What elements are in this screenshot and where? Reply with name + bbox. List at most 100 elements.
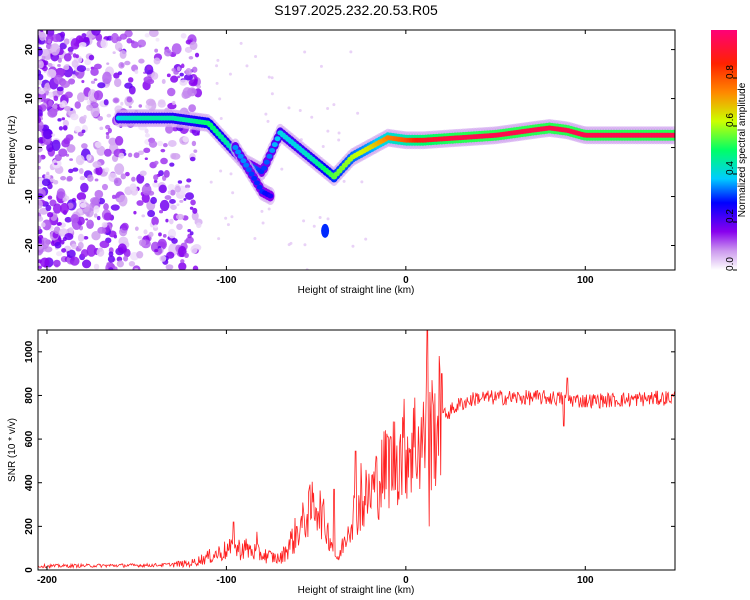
noise-cell [126, 96, 133, 103]
noise-cell [179, 79, 188, 86]
colorbar-scale [711, 30, 737, 270]
noise-cell [91, 230, 101, 241]
y-tick-label: 10 [24, 93, 35, 105]
noise-cell [57, 64, 61, 67]
noise-cell [41, 178, 51, 187]
noise-cell [61, 117, 66, 121]
noise-cell [254, 54, 258, 58]
noise-cell [337, 138, 341, 142]
noise-cell [219, 116, 223, 120]
noise-cell [86, 99, 91, 105]
noise-cell [218, 97, 222, 101]
noise-cell [157, 100, 166, 108]
noise-cell [114, 78, 122, 88]
noise-cell [107, 255, 115, 263]
noise-cell [66, 249, 76, 259]
noise-cell [87, 174, 94, 182]
noise-cell [191, 140, 197, 147]
noise-cell [68, 227, 74, 234]
spectrogram-peak-cell [235, 149, 242, 155]
noise-cell [62, 125, 68, 131]
noise-cell [66, 144, 76, 153]
noise-cell [162, 234, 167, 238]
noise-cell [50, 43, 60, 56]
noise-cell [310, 115, 314, 119]
noise-cell [326, 129, 330, 133]
noise-cell [167, 183, 175, 191]
noise-cell [158, 232, 162, 237]
noise-cell [133, 152, 140, 159]
noise-cell [349, 50, 353, 54]
noise-cell [169, 162, 175, 167]
noise-cell [59, 102, 66, 109]
noise-cell [145, 98, 156, 106]
noise-cell [165, 264, 174, 270]
noise-cell [86, 104, 93, 111]
noise-cell [351, 244, 355, 248]
spectrogram-peak-cell [240, 158, 247, 164]
noise-cell [159, 199, 170, 212]
snr-y-label: SNR (10 * v/v) [7, 418, 18, 482]
spectrogram-y-label: Frequency (Hz) [7, 116, 18, 185]
noise-cell [131, 176, 136, 182]
noise-cell [38, 165, 41, 170]
noise-cell [76, 65, 87, 72]
noise-cell [167, 190, 171, 195]
noise-cell [117, 243, 127, 254]
noise-cell [153, 179, 158, 183]
noise-cell [85, 218, 89, 221]
noise-cell [54, 241, 62, 249]
noise-cell [51, 133, 56, 137]
noise-cell [159, 255, 167, 262]
noise-cell [90, 197, 101, 205]
spectrogram-peak-cell [269, 147, 276, 153]
y-tick-label: 0 [24, 567, 35, 573]
noise-cell [59, 42, 67, 50]
noise-cell [86, 244, 97, 257]
noise-cell [166, 251, 175, 259]
noise-cell [185, 187, 190, 192]
noise-cell [72, 74, 76, 79]
noise-cell [96, 248, 105, 257]
noise-cell [141, 193, 150, 203]
x-tick-label: 100 [577, 275, 594, 286]
noise-cell [180, 259, 185, 264]
noise-cell [266, 119, 270, 123]
noise-cell [175, 213, 185, 220]
noise-cell [49, 178, 56, 183]
noise-cell [69, 256, 80, 266]
noise-cell [270, 76, 274, 80]
noise-cell [245, 64, 249, 68]
noise-cell [112, 97, 120, 104]
spectrogram-peak-cell [251, 175, 258, 181]
noise-cell [155, 37, 160, 42]
noise-cell [97, 82, 106, 89]
noise-cell [100, 39, 108, 49]
noise-cell [86, 67, 90, 72]
noise-cell [94, 178, 99, 182]
noise-cell [124, 82, 133, 89]
snr-series-line [38, 330, 675, 569]
noise-cell [165, 218, 169, 223]
noise-cell [112, 266, 118, 270]
noise-cell [38, 154, 42, 164]
noise-cell [183, 197, 187, 201]
noise-cell [364, 237, 368, 241]
noise-cell [69, 158, 73, 161]
noise-cell [148, 231, 154, 238]
noise-cell [106, 113, 112, 118]
noise-cell [138, 58, 145, 64]
noise-cell [57, 118, 62, 122]
noise-cell [148, 30, 159, 38]
noise-cell [83, 114, 87, 120]
noise-cell [94, 141, 102, 148]
y-tick-label: 0 [24, 144, 35, 150]
noise-cell [134, 226, 139, 231]
noise-cell [53, 74, 63, 85]
noise-cell [108, 267, 114, 270]
noise-cell [63, 38, 70, 45]
noise-cell [167, 139, 177, 147]
noise-cell [303, 243, 307, 247]
noise-cell [46, 171, 50, 176]
